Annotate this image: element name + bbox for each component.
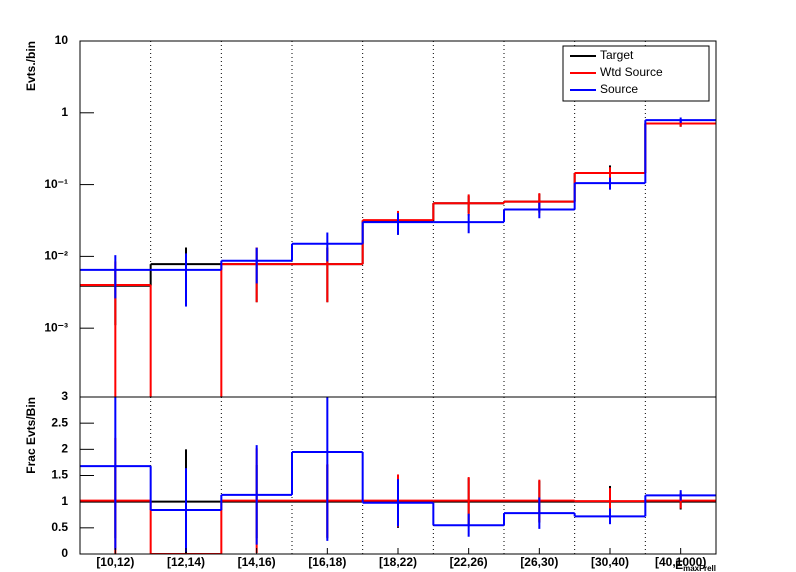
y-tick-label: 0.5 xyxy=(51,520,68,534)
x-tick-label: [10,12) xyxy=(96,555,134,569)
x-tick-label: [22,26) xyxy=(450,555,488,569)
legend-label: Wtd Source xyxy=(600,65,663,79)
x-tick-label: [18,22) xyxy=(379,555,417,569)
y-tick-label: 10⁻¹ xyxy=(44,177,68,191)
x-tick-label: [30,40) xyxy=(591,555,629,569)
x-tick-label: [26,30) xyxy=(520,555,558,569)
x-tick-label: [14,16) xyxy=(238,555,276,569)
y-tick-label: 2.5 xyxy=(51,415,68,429)
x-axis-title: EmaxFrell xyxy=(675,558,716,572)
y-tick-label: 3 xyxy=(61,389,68,403)
x-tick-label: [40,1000) xyxy=(655,555,706,569)
y-tick-label: 10 xyxy=(55,33,69,47)
y-tick-label: 1 xyxy=(61,105,68,119)
legend-label: Source xyxy=(600,82,638,96)
plot-area xyxy=(80,117,716,397)
y-tick-label: 10⁻³ xyxy=(44,320,68,334)
x-tick-label: [12,14) xyxy=(167,555,205,569)
y-tick-label: 10⁻² xyxy=(44,249,68,263)
x-title-sub: maxFrell xyxy=(683,564,716,572)
y-axis-title: Frac Evts/Bin xyxy=(24,397,38,474)
plot-area xyxy=(80,397,716,554)
y-tick-label: 1 xyxy=(61,494,68,508)
legend-label: Target xyxy=(600,48,634,62)
y-tick-label: 2 xyxy=(61,442,68,456)
y-tick-label: 1.5 xyxy=(51,468,68,482)
y-axis-title: Evts./bin xyxy=(24,41,38,91)
y-tick-label: 0 xyxy=(61,546,68,560)
x-tick-label: [16,18) xyxy=(308,555,346,569)
x-title-main: E xyxy=(675,558,683,572)
